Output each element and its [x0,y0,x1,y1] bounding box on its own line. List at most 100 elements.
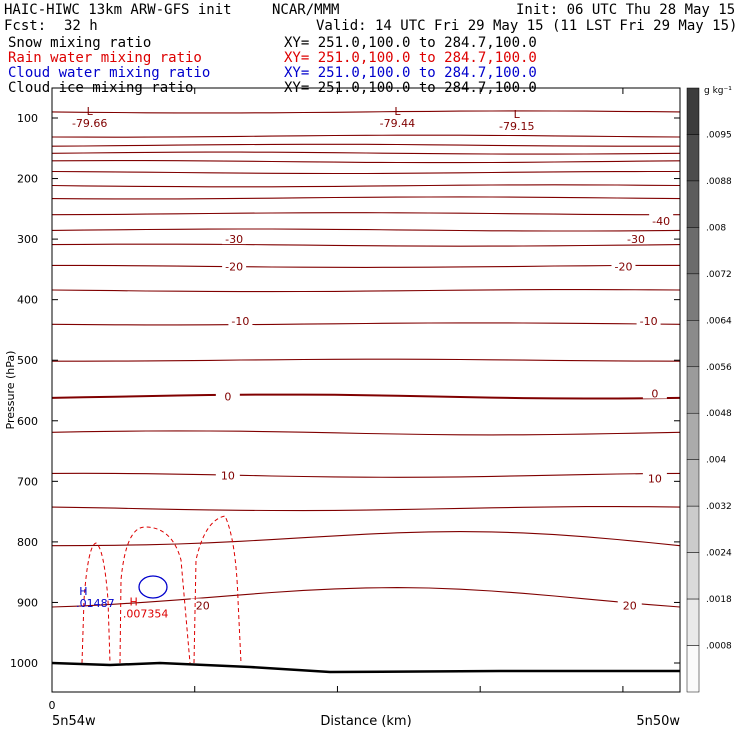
legend-xy-snow: XY= 251.0,100.0 to 284.7,100.0 [284,35,537,51]
plot-frame [51,87,681,693]
isotherm-line [51,143,680,147]
isotherm-line [51,212,680,216]
isotherm-line [51,151,681,155]
temperature-label: 10 [221,469,235,482]
rain-contour [81,542,111,664]
temperature-label: 0 [651,388,658,401]
isotherm-line [51,228,681,232]
x-axis [51,88,624,692]
low-marker-value: -79.66 [72,117,107,130]
x-axis-title: Distance (km) [320,714,411,729]
high-marker-value: .007354 [123,607,169,620]
chart-source: NCAR/MMM [272,2,340,18]
isotherm-line [51,506,681,512]
colorbar-bin [686,598,700,646]
temperature-label-bg [611,259,636,272]
cloud-water-contours [138,575,168,599]
low-marker: L [514,108,521,121]
extrema-markers: L-79.66L-79.44L-79.15H.01487 H.007354 [72,105,535,621]
y-tick-label: 200 [17,173,38,186]
legend-name-cloud-water: Cloud water mixing ratio [8,65,211,81]
forecast-label: Fcst: [4,18,47,34]
isotherm-line [52,358,681,362]
colorbar-label: .0088 [706,177,732,187]
isotherm-line [51,243,681,247]
chart-title: HAIC-HIWC 13km ARW-GFS init [4,2,232,18]
legend-xy-cloud-water: XY= 251.0,100.0 to 284.7,100.0 [284,65,537,81]
isotherm-lines [51,110,681,608]
y-tick-label: 100 [17,112,38,125]
colorbar-label: .0032 [706,502,732,512]
low-marker: L [394,105,401,118]
x-axis-start-label: 5n54w [52,714,96,729]
temperature-label: 10 [648,472,662,485]
isotherm-line [51,430,681,436]
low-marker: L [87,105,94,118]
y-tick-label: 500 [17,354,38,367]
temperature-label-bg [190,598,215,611]
isotherm-line [51,170,680,175]
temperature-label: -30 [627,233,645,246]
y-tick-label: 800 [17,536,38,549]
temperature-label: -30 [225,233,243,246]
temperature-label-bg [222,259,247,272]
colorbar-bin [686,134,700,182]
colorbar-bin [686,180,700,228]
colorbar-label: .0018 [706,595,732,605]
isotherm-line [51,322,681,326]
colorbar-bin [686,552,700,600]
isotherm-line [51,289,681,293]
colorbar-bin [686,505,700,553]
init-time: Init: 06 UTC Thu 28 May 15 [516,2,736,18]
temperature-label: 20 [623,599,637,612]
isotherm-line [51,393,681,400]
temperature-label: -10 [640,315,658,328]
temperature-labels: -40 -30 -30 -20 -20 -10 -10 0 0 10 10 20 20 [190,213,674,612]
temperature-label-bg [215,389,240,402]
isotherm-line [51,110,681,114]
isotherm-line [51,134,681,138]
y-tick-label: 900 [17,596,38,609]
temperature-label: -20 [614,260,632,273]
colorbar-label: .0095 [706,130,732,140]
colorbar-label: .0048 [706,409,732,419]
legend-name-rain: Rain water mixing ratio [8,50,202,66]
x-axis-zero-label: 0 [49,699,56,712]
high-marker: H [79,585,87,598]
colorbar-label: .0064 [706,316,732,326]
temperature-label-bg [636,313,661,326]
colorbar-bin [686,273,700,321]
temperature-label-bg [228,313,253,326]
valid-time: Valid: 14 UTC Fri 29 May 15 (11 LST Fri … [316,18,738,34]
cloud-water-contour [138,575,168,599]
y-tick-label: 600 [17,415,38,428]
colorbar-bin [686,459,700,507]
y-tick-label: 400 [17,294,38,307]
colorbar-unit: g kg⁻¹ [704,86,732,96]
x-axis-end-label: 5n50w [636,714,680,729]
colorbar-bin [686,366,700,414]
high-marker-value: .01487 [76,597,115,610]
rain-contour [119,526,191,664]
colorbar-bin [686,645,700,693]
isotherm-line [51,472,681,478]
temperature-label: 0 [224,391,231,404]
temperature-label-bg [222,232,247,245]
colorbar-label: .0008 [706,642,732,652]
colorbar-bin [686,87,700,135]
low-marker-value: -79.44 [380,117,415,130]
colorbar: .0095 .0088 .008 .0072 .0064 .0056 .0048 .004 .0… [686,87,732,693]
isotherm-line [51,531,681,547]
temperature-label-bg [642,471,667,484]
legend-name-snow: Snow mixing ratio [8,35,152,51]
low-marker-value: -79.15 [499,120,534,133]
temperature-label: 20 [196,599,210,612]
isotherm-line [51,160,681,164]
legend-xy-rain: XY= 251.0,100.0 to 284.7,100.0 [284,50,537,66]
y-tick-label: 700 [17,475,38,488]
isotherm-line [51,184,681,188]
colorbar-label: .0072 [706,270,732,280]
colorbar-bin [686,412,700,460]
